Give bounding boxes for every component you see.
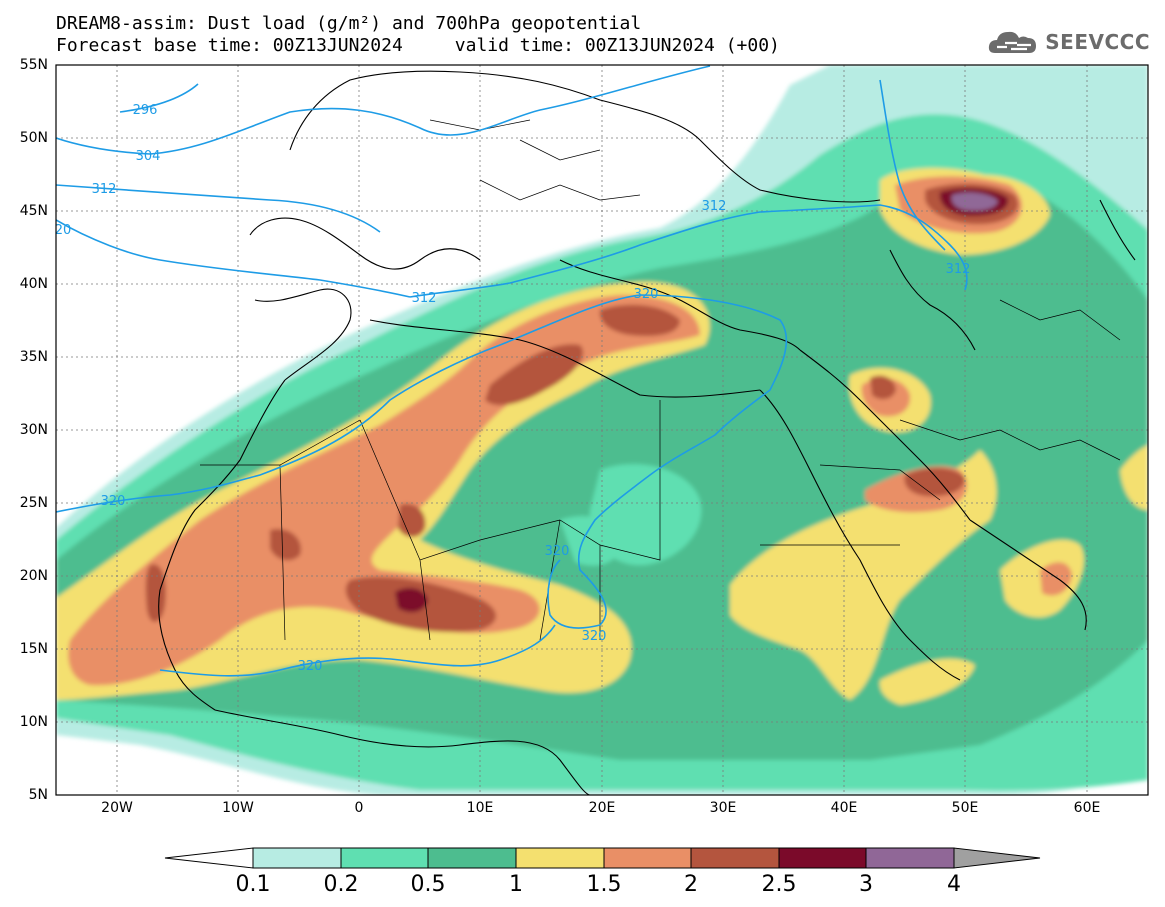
dust-level-2e bbox=[398, 503, 426, 537]
dust-level-1-5d bbox=[1040, 562, 1072, 596]
colorbar-label: 0.2 bbox=[323, 872, 359, 897]
dust-level-2 bbox=[485, 344, 584, 406]
contour-label-312a: 312 bbox=[92, 182, 117, 197]
graticule bbox=[56, 65, 1148, 795]
colorbar-swatch-5 bbox=[690, 847, 780, 869]
dust-level-2i bbox=[870, 375, 896, 400]
dust-level-2b bbox=[599, 304, 680, 337]
lon-tick: 20E bbox=[588, 800, 616, 816]
lat-tick: 15N bbox=[19, 641, 48, 657]
contour-label-312d: 312 bbox=[946, 262, 971, 277]
dust-level-0-5c bbox=[560, 516, 620, 566]
dust-level-3 bbox=[951, 192, 998, 211]
colorbar-swatch-7 bbox=[865, 847, 955, 869]
lon-tick: 10W bbox=[222, 800, 254, 816]
colorbar-over-triangle bbox=[953, 847, 1041, 869]
colorbar-swatch-6 bbox=[778, 847, 867, 869]
lat-tick: 30N bbox=[19, 422, 48, 438]
contour-label-320d: 320 bbox=[582, 629, 607, 644]
lat-tick: 25N bbox=[19, 495, 48, 511]
colorbar-swatch-3 bbox=[515, 847, 605, 869]
lat-tick: 35N bbox=[19, 349, 48, 365]
colorbar-label: 1.5 bbox=[586, 872, 622, 897]
lat-tick: 20N bbox=[19, 568, 48, 584]
dust-level-1e bbox=[879, 658, 975, 705]
contour-label-320b: 320 bbox=[634, 287, 659, 302]
contour-label-320e: 320 bbox=[298, 659, 323, 674]
lon-tick: 20W bbox=[101, 800, 133, 816]
dust-level-1g bbox=[1120, 445, 1148, 510]
colorbar-label: 0.5 bbox=[410, 872, 446, 897]
contour-labels: 296 304 312 20 312 320 312 320 312 320 3… bbox=[55, 103, 971, 674]
lat-tick: 5N bbox=[28, 787, 48, 803]
colorbar bbox=[164, 847, 1041, 869]
lon-tick: 30E bbox=[709, 800, 737, 816]
colorbar-label: 0.1 bbox=[235, 872, 271, 897]
colorbar-swatch-0 bbox=[252, 847, 342, 869]
colorbar-label: 2.5 bbox=[761, 872, 797, 897]
colorbar-label: 2 bbox=[684, 872, 698, 897]
colorbar-label: 1 bbox=[509, 872, 523, 897]
lat-tick: 55N bbox=[19, 57, 48, 73]
lon-tick: 50E bbox=[951, 800, 979, 816]
dust-level-1-5 bbox=[68, 295, 701, 686]
contour-label-296: 296 bbox=[133, 103, 158, 118]
lat-tick: 45N bbox=[19, 203, 48, 219]
colorbar-swatch-2 bbox=[427, 847, 517, 869]
dust-load-field: 296 304 312 20 312 320 312 320 312 320 3… bbox=[55, 65, 1148, 795]
dust-level-1b bbox=[730, 450, 997, 700]
contour-label-304: 304 bbox=[136, 149, 161, 164]
lon-tick: 0 bbox=[354, 800, 364, 816]
contour-label-20: 20 bbox=[55, 223, 72, 238]
lon-tick: 60E bbox=[1073, 800, 1101, 816]
dust-level-2-5 bbox=[395, 587, 428, 613]
dust-level-2f bbox=[270, 529, 301, 561]
lat-tick: 10N bbox=[19, 714, 48, 730]
valid-time: valid time: 00Z13JUN2024 (+00) bbox=[454, 35, 780, 56]
map-subtitle: Forecast base time: 00Z13JUN2024 valid ti… bbox=[56, 36, 780, 56]
colorbar-swatch-4 bbox=[603, 847, 692, 869]
map-frame bbox=[55, 64, 1149, 796]
lon-tick: 40E bbox=[830, 800, 858, 816]
lon-tick: 10E bbox=[466, 800, 494, 816]
contour-label-312c: 312 bbox=[702, 199, 727, 214]
lat-tick: 50N bbox=[19, 130, 48, 146]
seevccc-logo: SEEVCCC bbox=[987, 26, 1150, 58]
dust-level-2d bbox=[145, 564, 166, 622]
contour-label-312b: 312 bbox=[412, 291, 437, 306]
colorbar-label: 4 bbox=[947, 872, 961, 897]
contour-label-320c: 320 bbox=[545, 544, 570, 559]
geopotential-contours bbox=[56, 65, 968, 677]
colorbar-swatch-1 bbox=[340, 847, 429, 869]
dust-level-2g bbox=[904, 467, 965, 497]
logo-text: SEEVCCC bbox=[1045, 30, 1150, 54]
forecast-base-time: Forecast base time: 00Z13JUN2024 bbox=[56, 35, 403, 56]
lat-tick: 40N bbox=[19, 276, 48, 292]
cloud-logo-icon bbox=[989, 31, 1037, 53]
contour-label-320a: 320 bbox=[101, 494, 126, 509]
coastlines bbox=[158, 70, 1136, 795]
colorbar-label: 3 bbox=[859, 872, 873, 897]
colorbar-under-triangle bbox=[164, 847, 254, 869]
map-title: DREAM8-assim: Dust load (g/m²) and 700hP… bbox=[56, 13, 642, 34]
